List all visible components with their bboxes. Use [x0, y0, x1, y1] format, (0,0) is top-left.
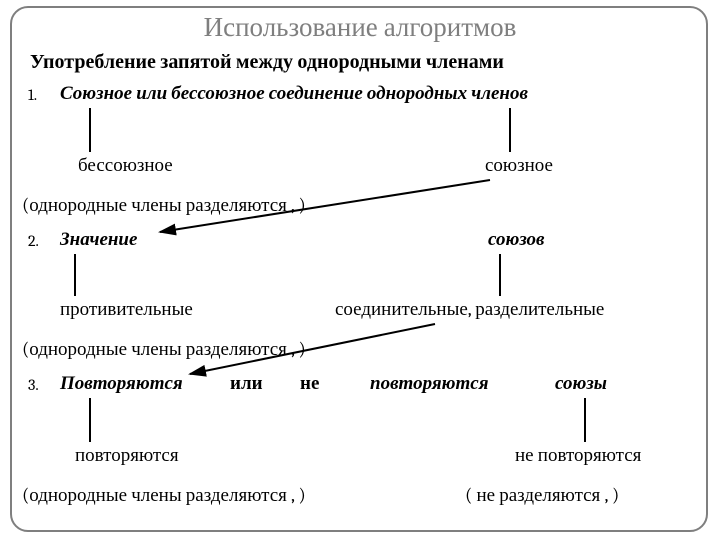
branch-1b: союзное: [485, 154, 553, 177]
note-1: (однородные члены разделяются , ): [22, 194, 306, 217]
note-2: (однородные члены разделяются , ): [22, 338, 306, 361]
item-2b: союзов: [488, 228, 544, 251]
branch-1a: бессоюзное: [78, 154, 173, 177]
branch-3b: не повторяются: [515, 444, 641, 467]
item-2a: Значение: [60, 228, 137, 251]
item-3c: не: [300, 372, 319, 395]
note-3b: ( не разделяются , ): [465, 484, 619, 507]
item-3e: союзы: [555, 372, 607, 395]
item-1: Союзное или бессоюзное соединение одноро…: [60, 82, 528, 105]
item-3a: Повторяются: [60, 372, 183, 395]
branch-2a: противительные: [60, 298, 193, 321]
slide-title: Использование алгоритмов: [0, 12, 720, 43]
slide-subtitle: Употребление запятой между однородными ч…: [30, 50, 700, 74]
num-1: 1.: [28, 86, 37, 104]
branch-3a: повторяются: [75, 444, 179, 467]
item-3b: или: [230, 372, 263, 395]
branch-2b: соединительные, разделительные: [335, 298, 604, 321]
num-3: 3.: [28, 376, 39, 394]
note-3a: (однородные члены разделяются , ): [22, 484, 306, 507]
item-3d: повторяются: [370, 372, 489, 395]
num-2: 2.: [28, 232, 39, 250]
